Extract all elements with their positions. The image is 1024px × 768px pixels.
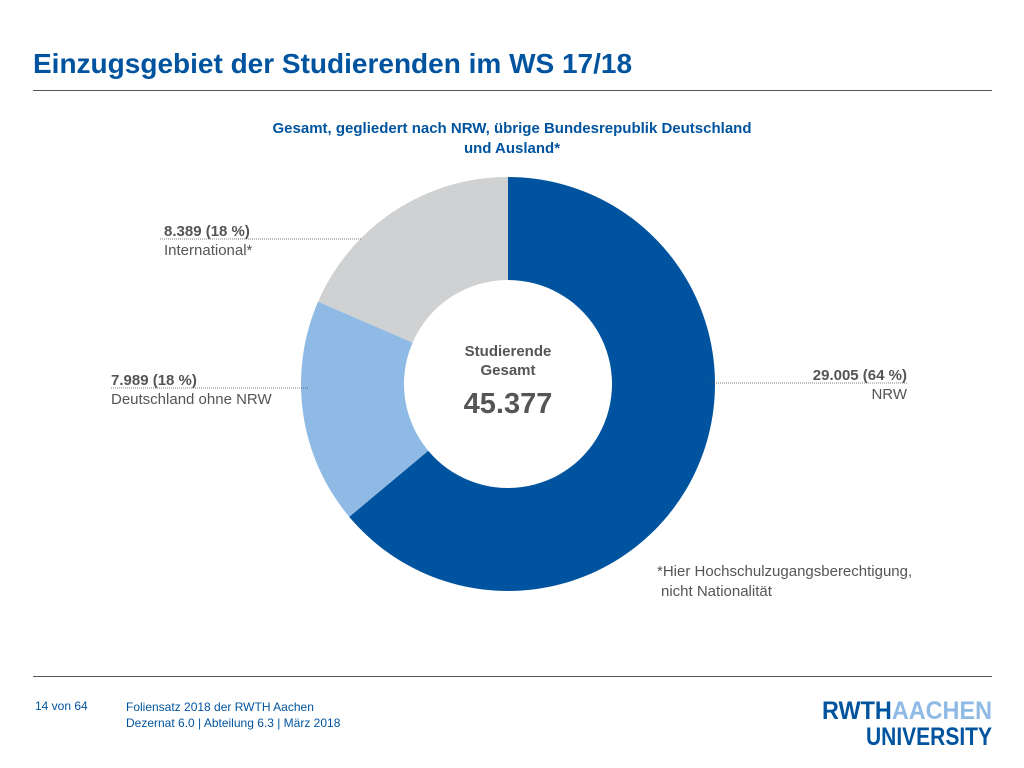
data-label-deutschland-name: Deutschland ohne NRW <box>111 391 272 408</box>
footnote-line1: *Hier Hochschulzugangsberechtigung, <box>657 563 913 580</box>
slice-deutschland <box>301 301 429 517</box>
donut-center-label: Studierende Gesamt <box>408 342 608 380</box>
title-divider <box>33 90 992 91</box>
data-label-nrw-name: NRW <box>871 386 907 403</box>
chart-title-line2: und Ausland* <box>463 140 561 157</box>
data-label-deutschland: 7.989 (18 %) Deutschland ohne NRW <box>111 371 272 409</box>
footer-line2: Dezernat 6.0 | Abteilung 6.3 | März 2018 <box>126 716 341 730</box>
data-label-nrw-value: 29.005 (64 %) <box>812 367 907 384</box>
data-label-international-value: 8.389 (18 %) <box>164 223 250 240</box>
data-label-international: 8.389 (18 %) International* <box>164 222 252 260</box>
footnote: *Hier Hochschulzugangsberechtigung, nich… <box>657 562 912 602</box>
center-label-line2: Gesamt <box>480 362 536 379</box>
logo-text-university: UNIVERSITY <box>866 723 992 747</box>
footer-divider <box>33 676 992 677</box>
page-number: 14 von 64 <box>35 699 88 713</box>
data-label-international-name: International* <box>164 242 253 259</box>
footer-line1: Foliensatz 2018 der RWTH Aachen <box>126 700 314 714</box>
data-label-deutschland-value: 7.989 (18 %) <box>111 372 197 389</box>
chart-title-line1: Gesamt, gegliedert nach NRW, übrige Bund… <box>272 120 752 137</box>
chart-title: Gesamt, gegliedert nach NRW, übrige Bund… <box>212 119 812 159</box>
donut-center-value: 45.377 <box>463 388 553 420</box>
slide-title: Einzugsgebiet der Studierenden im WS 17/… <box>33 48 633 79</box>
footer-text: Foliensatz 2018 der RWTH Aachen Dezernat… <box>126 699 340 731</box>
footnote-line2: nicht Nationalität <box>661 583 772 600</box>
data-label-nrw: 29.005 (64 %) NRW <box>813 366 907 404</box>
slice-international <box>318 177 508 343</box>
logo-text-rwth: RWTH <box>822 697 892 725</box>
center-label-line1: Studierende <box>464 343 552 360</box>
rwth-logo: RWTHAACHEN UNIVERSITY <box>822 697 992 747</box>
svg-text:RWTHAACHEN: RWTHAACHEN <box>822 697 992 725</box>
logo-text-aachen: AACHEN <box>892 697 992 725</box>
slice-nrw <box>349 177 715 591</box>
